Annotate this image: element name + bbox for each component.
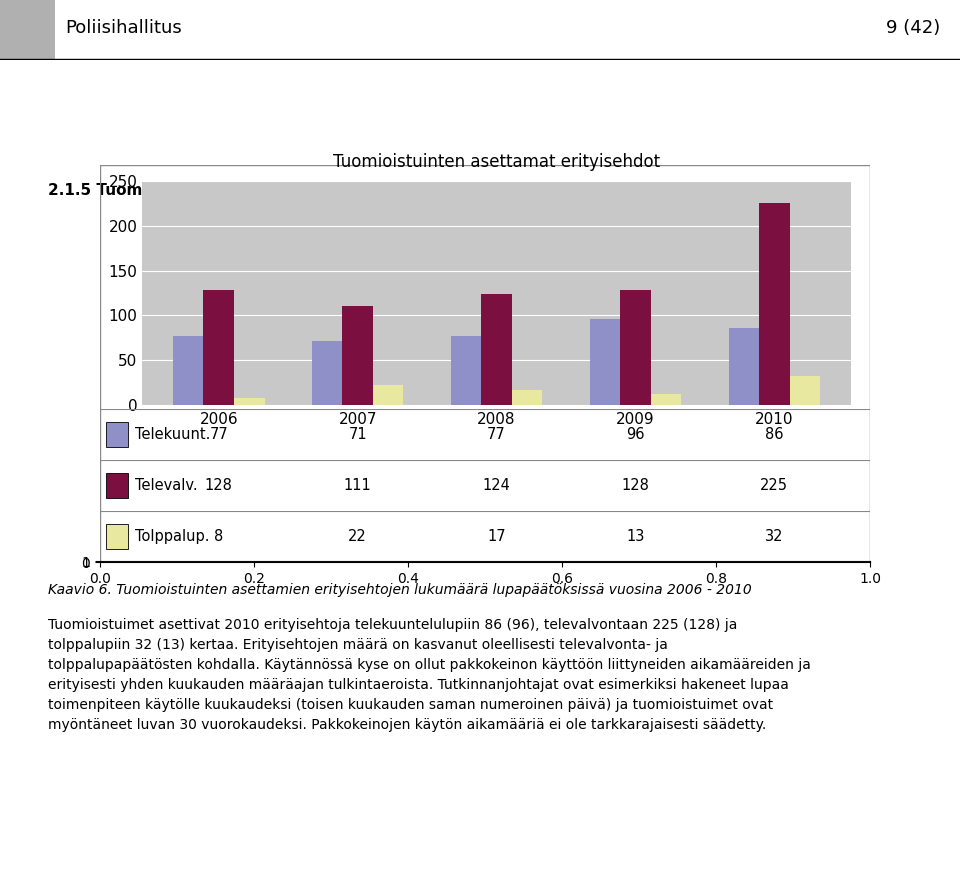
Text: 77: 77 <box>209 427 228 442</box>
Title: Tuomioistuinten asettamat erityisehdot: Tuomioistuinten asettamat erityisehdot <box>333 153 660 171</box>
Bar <box>481 294 512 405</box>
Text: 77: 77 <box>487 427 506 442</box>
Text: 111: 111 <box>344 478 372 493</box>
Bar <box>589 319 620 405</box>
Text: 124: 124 <box>483 478 511 493</box>
Text: Telekuunt.: Telekuunt. <box>134 427 210 442</box>
Bar <box>0 0 55 60</box>
Bar <box>651 394 682 405</box>
Text: 9 (42): 9 (42) <box>886 19 940 37</box>
Bar <box>729 328 759 405</box>
Bar <box>372 386 403 405</box>
Text: 128: 128 <box>621 478 649 493</box>
Text: Televalv.: Televalv. <box>134 478 197 493</box>
Bar <box>107 473 128 498</box>
Bar <box>450 336 481 405</box>
Bar <box>343 305 372 405</box>
Bar <box>512 390 542 405</box>
Text: 96: 96 <box>626 427 645 442</box>
Text: Tolppalup.: Tolppalup. <box>134 529 209 544</box>
Text: 32: 32 <box>765 529 783 544</box>
Text: 8: 8 <box>214 529 224 544</box>
Bar <box>107 422 128 447</box>
Bar <box>620 290 651 405</box>
Text: Kaavio 6. Tuomioistuinten asettamien erityisehtojen lukumäärä lupapäätöksissä vu: Kaavio 6. Tuomioistuinten asettamien eri… <box>48 583 752 597</box>
Text: 17: 17 <box>488 529 506 544</box>
Text: 22: 22 <box>348 529 367 544</box>
Bar <box>107 524 128 549</box>
Text: 71: 71 <box>348 427 367 442</box>
Bar <box>759 203 790 405</box>
Text: 86: 86 <box>765 427 783 442</box>
Text: 13: 13 <box>626 529 644 544</box>
Bar <box>234 398 265 405</box>
Bar <box>173 336 204 405</box>
Text: Poliisihallitus: Poliisihallitus <box>65 19 181 37</box>
Text: 128: 128 <box>204 478 232 493</box>
Bar <box>204 290 234 405</box>
Text: Tuomioistuimet asettivat 2010 erityisehtoja telekuuntelulupiin 86 (96), televalv: Tuomioistuimet asettivat 2010 erityiseht… <box>48 618 811 732</box>
Bar <box>790 376 820 405</box>
Bar <box>312 341 343 405</box>
Text: 225: 225 <box>760 478 788 493</box>
Text: 2.1.5 Tuomioistuinten asettamat erityisehdot: 2.1.5 Tuomioistuinten asettamat erityise… <box>48 182 438 197</box>
